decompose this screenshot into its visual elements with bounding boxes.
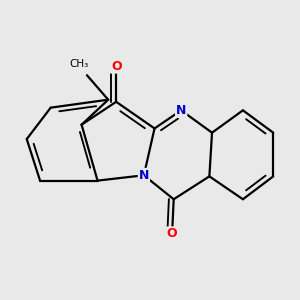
Text: O: O: [167, 227, 177, 240]
Text: CH₃: CH₃: [70, 59, 89, 69]
Text: N: N: [176, 104, 186, 117]
Text: O: O: [111, 60, 122, 73]
Text: N: N: [139, 169, 149, 182]
